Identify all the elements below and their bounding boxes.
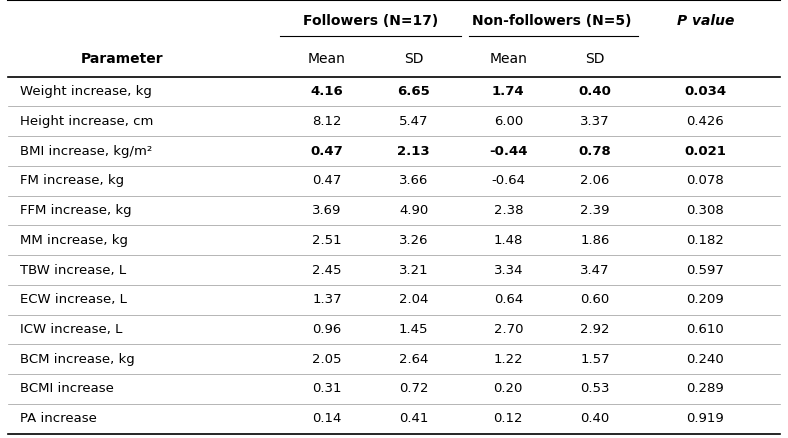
- Text: 0.40: 0.40: [580, 412, 610, 425]
- Text: 0.47: 0.47: [312, 174, 342, 187]
- Text: 2.45: 2.45: [312, 264, 342, 276]
- Text: 1.45: 1.45: [399, 323, 429, 336]
- Text: 8.12: 8.12: [312, 115, 342, 128]
- Text: 2.04: 2.04: [399, 293, 429, 306]
- Text: 4.16: 4.16: [310, 85, 344, 98]
- Text: 0.919: 0.919: [686, 412, 724, 425]
- Text: 3.37: 3.37: [580, 115, 610, 128]
- Text: 0.209: 0.209: [686, 293, 724, 306]
- Text: PA increase: PA increase: [20, 412, 97, 425]
- Text: SD: SD: [404, 52, 423, 66]
- Text: 1.86: 1.86: [580, 234, 610, 247]
- Text: 2.39: 2.39: [580, 204, 610, 217]
- Text: FFM increase, kg: FFM increase, kg: [20, 204, 132, 217]
- Text: 6.65: 6.65: [397, 85, 430, 98]
- Text: 0.426: 0.426: [686, 115, 724, 128]
- Text: 6.00: 6.00: [493, 115, 523, 128]
- Text: 3.69: 3.69: [312, 204, 342, 217]
- Text: 2.05: 2.05: [312, 353, 342, 366]
- Text: Followers (N=17): Followers (N=17): [303, 14, 438, 28]
- Text: P value: P value: [677, 14, 734, 28]
- Text: 0.078: 0.078: [686, 174, 724, 187]
- Text: 0.40: 0.40: [578, 85, 611, 98]
- Text: 0.78: 0.78: [578, 145, 611, 158]
- Text: 1.74: 1.74: [492, 85, 525, 98]
- Text: 0.41: 0.41: [399, 412, 429, 425]
- Text: 2.06: 2.06: [580, 174, 610, 187]
- Text: ECW increase, L: ECW increase, L: [20, 293, 127, 306]
- Text: 0.20: 0.20: [493, 382, 523, 396]
- Text: 2.38: 2.38: [493, 204, 523, 217]
- Text: BCMI increase: BCMI increase: [20, 382, 113, 396]
- Text: 0.182: 0.182: [686, 234, 724, 247]
- Text: Parameter: Parameter: [81, 52, 163, 66]
- Text: 0.47: 0.47: [310, 145, 344, 158]
- Text: Height increase, cm: Height increase, cm: [20, 115, 153, 128]
- Text: 0.289: 0.289: [686, 382, 724, 396]
- Text: MM increase, kg: MM increase, kg: [20, 234, 128, 247]
- Text: 0.64: 0.64: [493, 293, 523, 306]
- Text: 3.47: 3.47: [580, 264, 610, 276]
- Text: 3.66: 3.66: [399, 174, 429, 187]
- Text: 0.610: 0.610: [686, 323, 724, 336]
- Text: 0.72: 0.72: [399, 382, 429, 396]
- Text: 0.021: 0.021: [684, 145, 727, 158]
- Text: 3.21: 3.21: [399, 264, 429, 276]
- Text: 0.597: 0.597: [686, 264, 724, 276]
- Text: Non-followers (N=5): Non-followers (N=5): [472, 14, 631, 28]
- Text: TBW increase, L: TBW increase, L: [20, 264, 126, 276]
- Text: 3.26: 3.26: [399, 234, 429, 247]
- Text: 1.37: 1.37: [312, 293, 342, 306]
- Text: Mean: Mean: [489, 52, 527, 66]
- Text: 2.13: 2.13: [397, 145, 430, 158]
- Text: 1.57: 1.57: [580, 353, 610, 366]
- Text: 0.96: 0.96: [312, 323, 342, 336]
- Text: -0.44: -0.44: [489, 145, 527, 158]
- Text: 1.22: 1.22: [493, 353, 523, 366]
- Text: Mean: Mean: [308, 52, 346, 66]
- Text: 2.92: 2.92: [580, 323, 610, 336]
- Text: 0.31: 0.31: [312, 382, 342, 396]
- Text: 0.240: 0.240: [686, 353, 724, 366]
- Text: ICW increase, L: ICW increase, L: [20, 323, 122, 336]
- Text: 3.34: 3.34: [493, 264, 523, 276]
- Text: 0.12: 0.12: [493, 412, 523, 425]
- Text: Weight increase, kg: Weight increase, kg: [20, 85, 151, 98]
- Text: 2.70: 2.70: [493, 323, 523, 336]
- Text: 4.90: 4.90: [399, 204, 429, 217]
- Text: 2.51: 2.51: [312, 234, 342, 247]
- Text: -0.64: -0.64: [491, 174, 526, 187]
- Text: SD: SD: [585, 52, 604, 66]
- Text: 0.034: 0.034: [684, 85, 727, 98]
- Text: 0.14: 0.14: [312, 412, 342, 425]
- Text: 0.60: 0.60: [580, 293, 610, 306]
- Text: FM increase, kg: FM increase, kg: [20, 174, 124, 187]
- Text: 0.53: 0.53: [580, 382, 610, 396]
- Text: 0.308: 0.308: [686, 204, 724, 217]
- Text: 1.48: 1.48: [493, 234, 523, 247]
- Text: BCM increase, kg: BCM increase, kg: [20, 353, 135, 366]
- Text: 2.64: 2.64: [399, 353, 429, 366]
- Text: BMI increase, kg/m²: BMI increase, kg/m²: [20, 145, 152, 158]
- Text: 5.47: 5.47: [399, 115, 429, 128]
